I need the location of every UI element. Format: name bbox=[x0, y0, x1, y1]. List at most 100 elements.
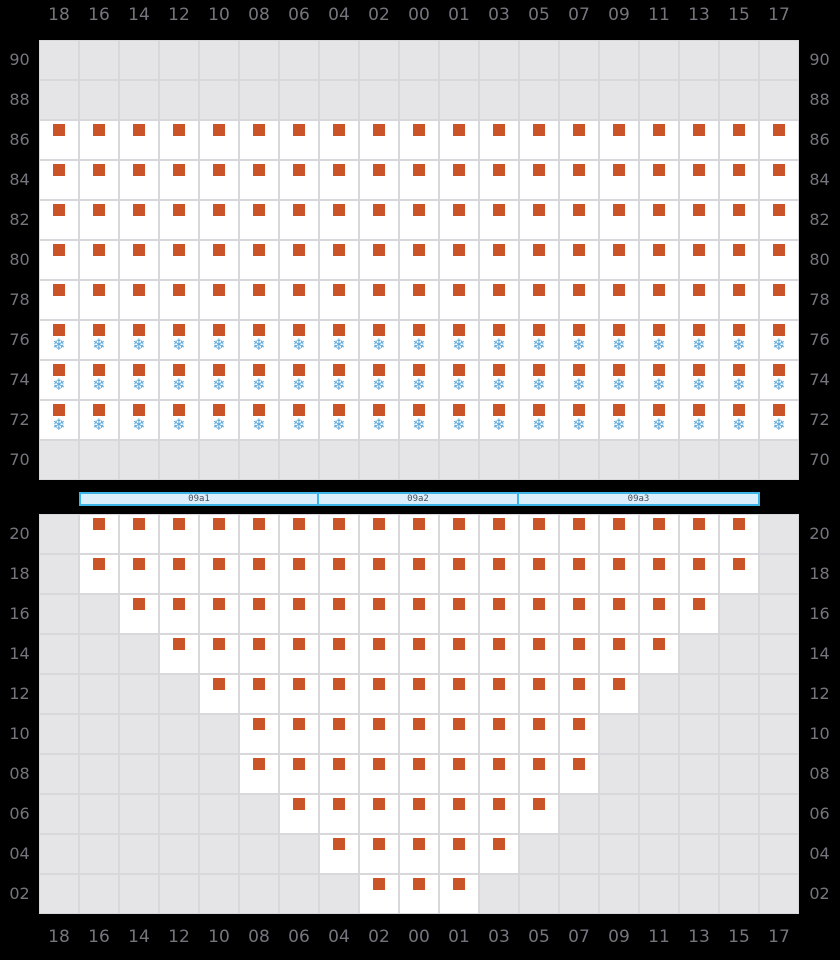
chart-cell-empty bbox=[720, 875, 758, 913]
stitch-square-icon bbox=[693, 244, 705, 256]
chart-cell-empty bbox=[160, 81, 198, 119]
chart-cell-stitch: ❄ bbox=[720, 321, 758, 359]
chart-cell-empty bbox=[720, 41, 758, 79]
chart-cell-empty bbox=[440, 81, 478, 119]
section-bar-segment: 09a2 bbox=[317, 492, 519, 506]
chart-cell-stitch: ❄ bbox=[680, 321, 718, 359]
chart-cell-stitch bbox=[600, 635, 638, 673]
row-label: 70 bbox=[809, 450, 830, 469]
chart-cell-stitch bbox=[600, 241, 638, 279]
stitch-square-icon bbox=[773, 124, 785, 136]
stitch-square-icon bbox=[333, 164, 345, 176]
chart-cell-stitch: ❄ bbox=[480, 361, 518, 399]
row-label: 16 bbox=[809, 604, 830, 623]
chart-cell-empty bbox=[720, 595, 758, 633]
chart-cell-stitch bbox=[200, 281, 238, 319]
chart-cell-empty bbox=[280, 875, 318, 913]
chart-cell-empty bbox=[80, 81, 118, 119]
chart-cell-stitch bbox=[160, 515, 198, 553]
chart-cell-stitch bbox=[680, 161, 718, 199]
stitch-square-icon bbox=[173, 324, 185, 336]
chart-cell-stitch bbox=[480, 555, 518, 593]
chart-cell-stitch bbox=[240, 201, 278, 239]
chart-cell-stitch bbox=[160, 635, 198, 673]
row-label: 04 bbox=[809, 844, 830, 863]
stitch-square-icon bbox=[333, 518, 345, 530]
snowflake-icon: ❄ bbox=[132, 335, 146, 354]
chart-cell-empty bbox=[40, 81, 78, 119]
stitch-square-icon bbox=[413, 598, 425, 610]
stitch-square-icon bbox=[533, 244, 545, 256]
stitch-square-icon bbox=[653, 518, 665, 530]
stitch-square-icon bbox=[133, 204, 145, 216]
stitch-square-icon bbox=[413, 404, 425, 416]
stitch-square-icon bbox=[573, 758, 585, 770]
stitch-square-icon bbox=[133, 324, 145, 336]
stitch-square-icon bbox=[173, 598, 185, 610]
stitch-square-icon bbox=[293, 324, 305, 336]
chart-cell-empty bbox=[720, 835, 758, 873]
column-label: 16 bbox=[88, 5, 110, 25]
chart-cell-stitch bbox=[760, 201, 798, 239]
chart-cell-stitch bbox=[720, 161, 758, 199]
row-label: 02 bbox=[9, 884, 30, 903]
chart-cell-stitch bbox=[480, 595, 518, 633]
chart-cell-empty bbox=[40, 755, 78, 793]
chart-cell-stitch bbox=[440, 515, 478, 553]
row-label: 76 bbox=[809, 330, 830, 349]
snowflake-icon: ❄ bbox=[212, 335, 226, 354]
chart-cell-empty bbox=[40, 515, 78, 553]
row-label: 06 bbox=[9, 804, 30, 823]
chart-cell-stitch bbox=[80, 161, 118, 199]
snowflake-icon: ❄ bbox=[692, 335, 706, 354]
chart-cell-stitch bbox=[400, 555, 438, 593]
chart-cell-stitch bbox=[320, 161, 358, 199]
stitch-square-icon bbox=[653, 558, 665, 570]
chart-cell-empty bbox=[320, 441, 358, 479]
chart-cell-empty bbox=[240, 81, 278, 119]
stitch-square-icon bbox=[173, 164, 185, 176]
stitch-square-icon bbox=[373, 878, 385, 890]
snowflake-icon: ❄ bbox=[172, 415, 186, 434]
snowflake-icon: ❄ bbox=[52, 335, 66, 354]
chart-cell-stitch: ❄ bbox=[520, 361, 558, 399]
chart-cell-empty bbox=[720, 675, 758, 713]
chart-cell-empty bbox=[80, 41, 118, 79]
column-label: 02 bbox=[368, 5, 390, 25]
chart-cell-stitch bbox=[320, 515, 358, 553]
stitch-square-icon bbox=[413, 718, 425, 730]
stitch-square-icon bbox=[213, 404, 225, 416]
chart-cell-stitch: ❄ bbox=[720, 361, 758, 399]
stitch-square-icon bbox=[733, 364, 745, 376]
chart-cell-stitch: ❄ bbox=[400, 321, 438, 359]
chart-cell-stitch: ❄ bbox=[120, 321, 158, 359]
stitch-square-icon bbox=[493, 638, 505, 650]
chart-cell-stitch bbox=[80, 515, 118, 553]
chart-cell-stitch bbox=[400, 835, 438, 873]
stitch-square-icon bbox=[133, 124, 145, 136]
chart-cell-empty bbox=[200, 441, 238, 479]
stitch-square-icon bbox=[613, 164, 625, 176]
stitch-square-icon bbox=[613, 678, 625, 690]
chart-cell-stitch bbox=[560, 161, 598, 199]
stitch-square-icon bbox=[693, 204, 705, 216]
column-label: 10 bbox=[208, 927, 230, 947]
column-label: 05 bbox=[528, 927, 550, 947]
stitch-square-icon bbox=[613, 204, 625, 216]
chart-cell-empty bbox=[480, 441, 518, 479]
stitch-square-icon bbox=[373, 164, 385, 176]
chart-cell-stitch bbox=[760, 241, 798, 279]
stitch-square-icon bbox=[213, 284, 225, 296]
column-label: 17 bbox=[768, 5, 790, 25]
chart-cell-stitch bbox=[280, 515, 318, 553]
stitch-square-icon bbox=[733, 284, 745, 296]
stitch-square-icon bbox=[93, 324, 105, 336]
row-label: 84 bbox=[9, 170, 30, 189]
row-label: 08 bbox=[9, 764, 30, 783]
chart-cell-stitch bbox=[600, 161, 638, 199]
chart-cell-stitch bbox=[320, 755, 358, 793]
stitch-square-icon bbox=[333, 798, 345, 810]
chart-cell-empty bbox=[480, 875, 518, 913]
stitch-square-icon bbox=[133, 598, 145, 610]
chart-cell-empty bbox=[160, 441, 198, 479]
